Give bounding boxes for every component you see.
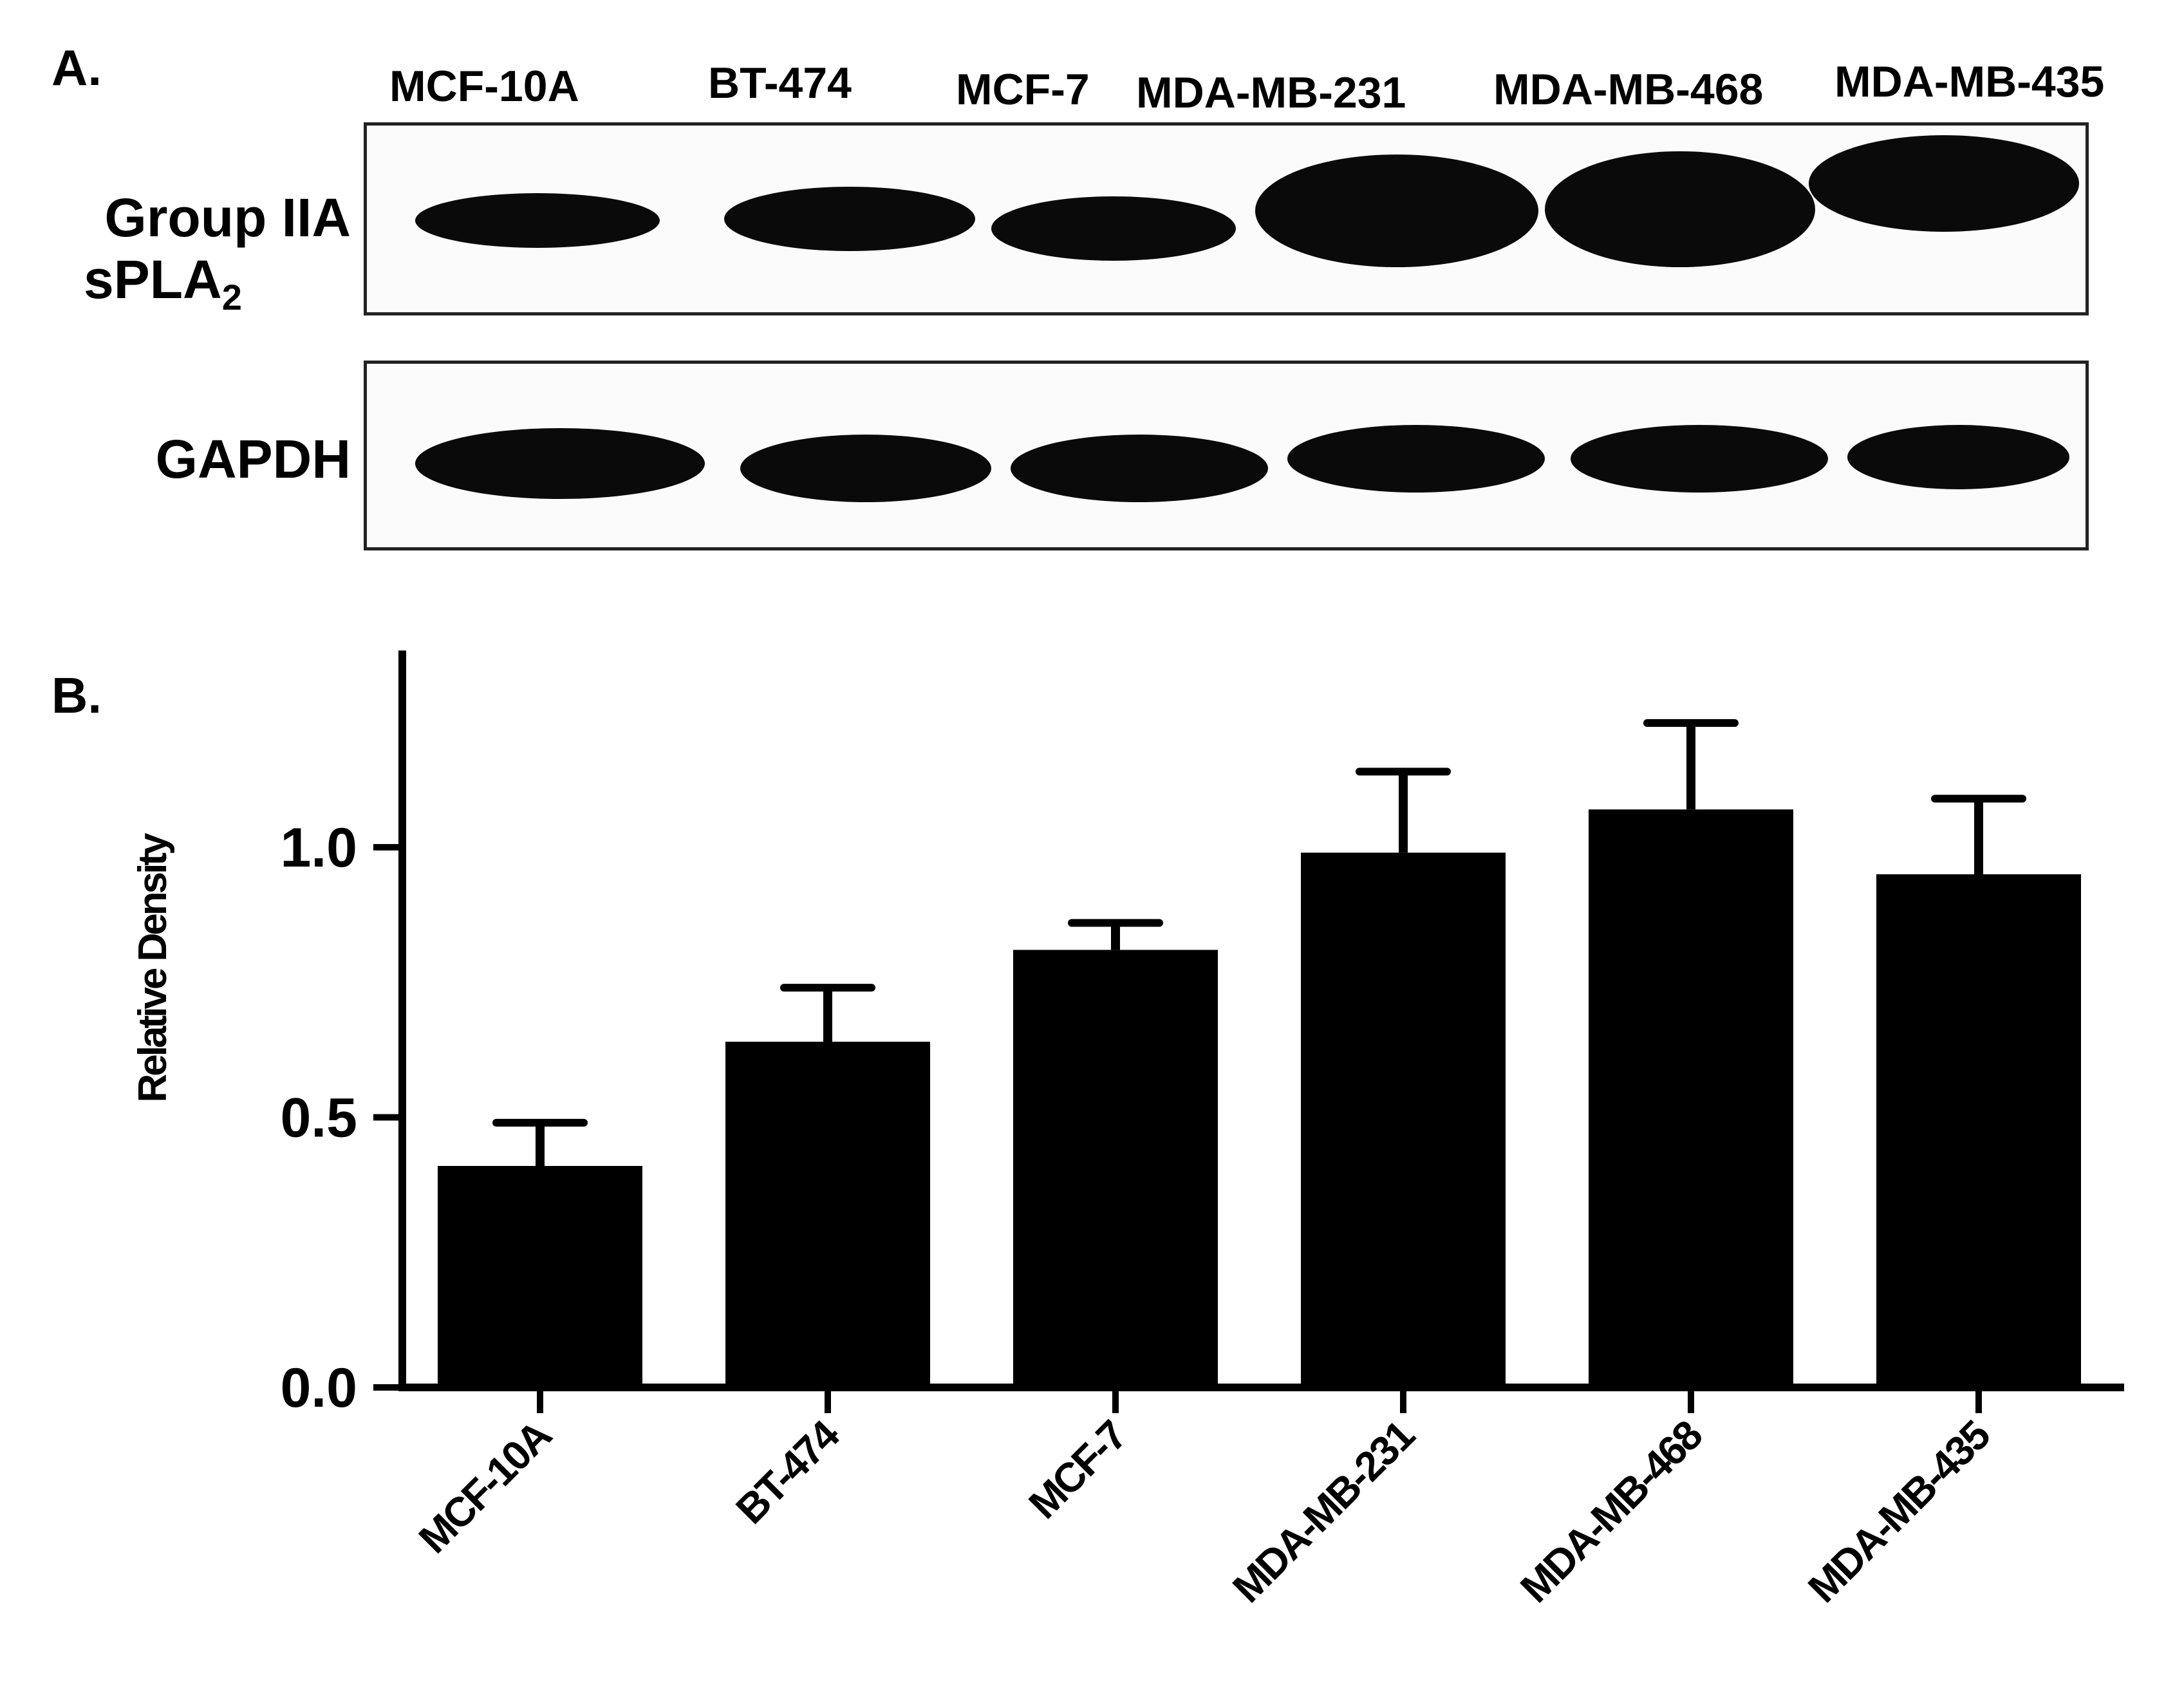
band-spla2-6 (1809, 135, 2079, 232)
band-gapdh-3 (1011, 435, 1268, 502)
band-spla2-4 (1255, 155, 1538, 267)
bar (1301, 852, 1506, 1387)
chart-axes (398, 650, 2124, 1391)
x-ticks: MCF-10A BT-474 MCF-7 MDA-MB-231 MDA-MB-468 MD… (410, 1387, 1999, 1611)
y-tick-label: 0.5 (280, 1087, 357, 1149)
x-tick-label: BT-474 (727, 1411, 848, 1533)
band-spla2-3 (991, 196, 1236, 261)
y-axis-label: Relative Density (131, 832, 175, 1103)
panel-b-label: B. (51, 667, 102, 724)
lane-label-3: MCF-7 (956, 65, 1090, 114)
band-gapdh-4 (1287, 425, 1545, 493)
y-tick-label: 1.0 (280, 817, 357, 879)
lane-label-2: BT-474 (708, 59, 852, 108)
row-label-spla2-line2: sPLA2 (77, 249, 351, 328)
panel-a-label: A. (51, 39, 102, 96)
bar (1013, 950, 1218, 1387)
blot-spla2 (364, 122, 2089, 315)
lane-label-5: MDA-MB-468 (1493, 65, 1764, 114)
row-label-spla2-sub: 2 (221, 276, 242, 317)
x-tick-label: MDA-MB-468 (1511, 1412, 1711, 1611)
chart-error-bars (492, 719, 2026, 1167)
band-gapdh-2 (740, 435, 991, 502)
band-gapdh-1 (415, 428, 705, 499)
bar (438, 1166, 642, 1387)
lane-label-4: MDA-MB-231 (1136, 68, 1406, 117)
y-ticks: 0.0 0.5 1.0 (280, 817, 402, 1419)
x-tick-label: MDA-MB-435 (1799, 1412, 1999, 1611)
bar (725, 1042, 930, 1387)
blot-gapdh (364, 361, 2089, 550)
row-label-spla2-line1: Group IIA (104, 187, 351, 248)
lane-label-6: MDA-MB-435 (1834, 57, 2105, 106)
chart-bars (438, 809, 2081, 1387)
y-tick-label: 0.0 (280, 1357, 357, 1419)
bar (1589, 809, 1793, 1387)
bar (1876, 874, 2081, 1387)
x-tick-label: MDA-MB-231 (1224, 1412, 1423, 1611)
row-label-gapdh: GAPDH (155, 429, 351, 489)
row-label-spla2-main: sPLA (84, 249, 222, 310)
band-spla2-5 (1545, 151, 1815, 267)
row-label-spla2: Group IIA sPLA2 (77, 187, 351, 328)
x-tick-label: MCF-7 (1020, 1413, 1135, 1528)
lane-label-1: MCF-10A (389, 62, 579, 111)
band-spla2-2 (724, 187, 975, 251)
band-spla2-1 (415, 193, 660, 248)
band-gapdh-6 (1847, 425, 2069, 489)
x-tick-label: MCF-10A (410, 1412, 560, 1562)
band-gapdh-5 (1571, 425, 1828, 493)
